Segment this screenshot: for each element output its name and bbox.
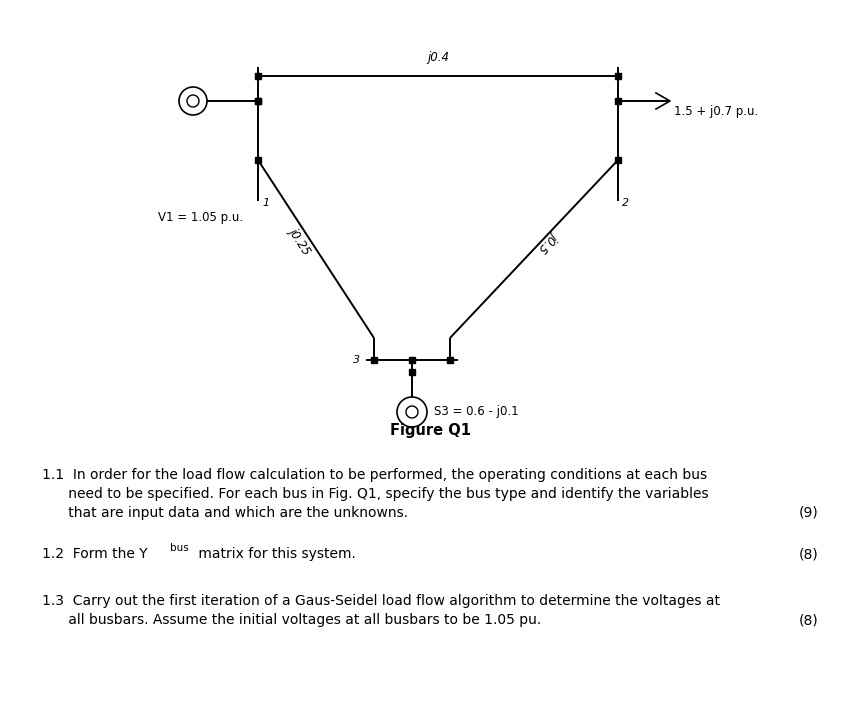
Text: j0.5: j0.5 bbox=[538, 228, 562, 253]
Text: (8): (8) bbox=[798, 613, 818, 627]
Bar bbox=[615, 158, 621, 163]
Bar bbox=[615, 98, 621, 104]
Text: all busbars. Assume the initial voltages at all busbars to be 1.05 pu.: all busbars. Assume the initial voltages… bbox=[42, 613, 541, 627]
Bar bbox=[255, 158, 261, 163]
Bar bbox=[447, 357, 452, 363]
Text: 2: 2 bbox=[622, 198, 630, 208]
Text: V1 = 1.05 p.u.: V1 = 1.05 p.u. bbox=[158, 211, 243, 224]
Text: (8): (8) bbox=[798, 547, 818, 561]
Text: (9): (9) bbox=[798, 506, 818, 520]
Text: that are input data and which are the unknowns.: that are input data and which are the un… bbox=[42, 506, 408, 520]
Bar bbox=[255, 98, 261, 104]
Bar bbox=[409, 357, 415, 363]
Text: matrix for this system.: matrix for this system. bbox=[194, 547, 356, 561]
Text: need to be specified. For each bus in Fig. Q1, specify the bus type and identify: need to be specified. For each bus in Fi… bbox=[42, 487, 709, 501]
Bar bbox=[409, 369, 415, 374]
Text: 3: 3 bbox=[353, 355, 360, 365]
Text: j0.4: j0.4 bbox=[427, 51, 449, 64]
Text: 1.2  Form the Y: 1.2 Form the Y bbox=[42, 547, 148, 561]
Text: Figure Q1: Figure Q1 bbox=[390, 422, 470, 437]
Text: j0.25: j0.25 bbox=[286, 225, 314, 257]
Bar bbox=[255, 73, 261, 79]
Text: 1.1  In order for the load flow calculation to be performed, the operating condi: 1.1 In order for the load flow calculati… bbox=[42, 468, 707, 482]
Text: 1.3  Carry out the first iteration of a Gaus-Seidel load flow algorithm to deter: 1.3 Carry out the first iteration of a G… bbox=[42, 594, 720, 608]
Text: bus: bus bbox=[170, 543, 188, 553]
Bar bbox=[255, 98, 261, 104]
Bar bbox=[372, 357, 377, 363]
Text: S3 = 0.6 - j0.1: S3 = 0.6 - j0.1 bbox=[434, 405, 519, 418]
Text: 1.5 + j0.7 p.u.: 1.5 + j0.7 p.u. bbox=[674, 105, 759, 117]
Text: 1: 1 bbox=[262, 198, 269, 208]
Bar bbox=[615, 73, 621, 79]
